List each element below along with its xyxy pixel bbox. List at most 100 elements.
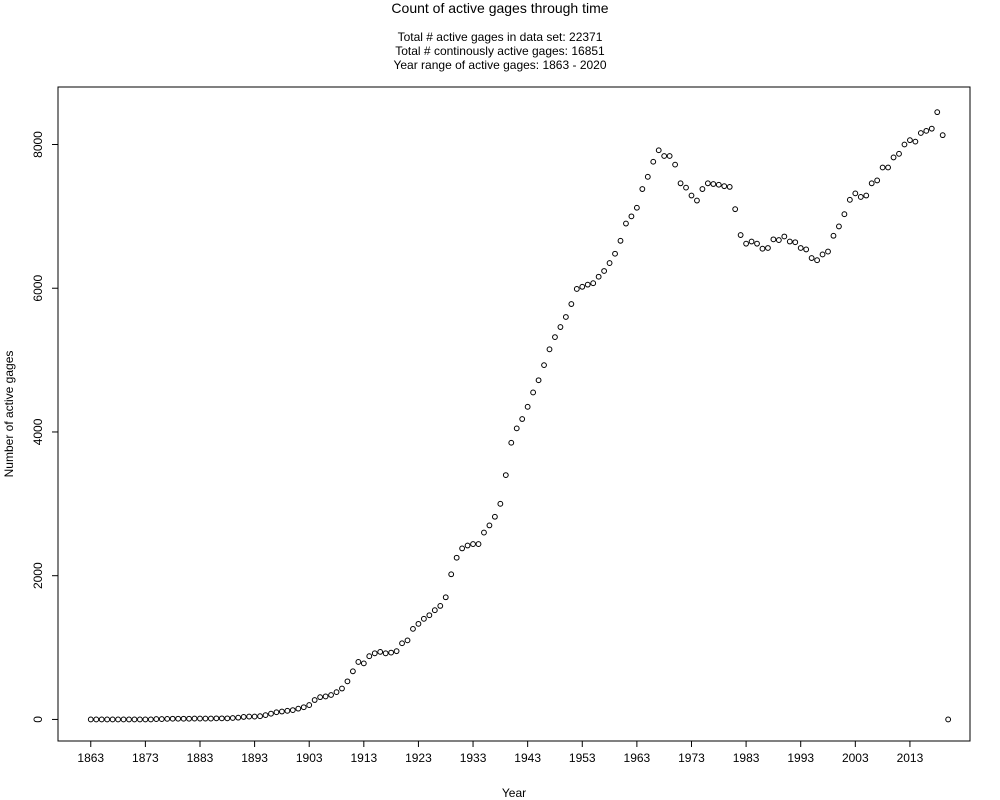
data-point [371, 650, 378, 657]
data-point [317, 694, 324, 701]
y-tick-label: 4000 [31, 418, 45, 445]
data-point [295, 705, 302, 712]
data-point [672, 161, 679, 168]
data-point [388, 649, 395, 656]
data-point [683, 184, 689, 191]
data-point [694, 197, 700, 204]
y-tick-label: 8000 [31, 131, 45, 158]
data-point [175, 715, 182, 722]
data-point [197, 715, 203, 722]
data-point [688, 192, 695, 199]
data-point [595, 273, 602, 280]
data-point [497, 500, 504, 507]
data-point [748, 238, 755, 245]
data-point [524, 403, 531, 410]
data-point [852, 190, 859, 197]
x-tick-label: 1943 [514, 751, 541, 765]
subtitle-line-2: Total # continously active gages: 16851 [395, 44, 605, 58]
data-point [590, 280, 597, 287]
data-point [137, 716, 143, 723]
data-point [781, 233, 788, 240]
x-axis-label: Year [502, 786, 526, 800]
data-point [857, 194, 864, 200]
data-point [410, 625, 416, 632]
subtitle-line-1: Total # active gages in data set: 22371 [397, 30, 603, 44]
x-tick-label: 1883 [187, 751, 214, 765]
data-point [191, 715, 198, 722]
x-tick-label: 1983 [733, 751, 760, 765]
data-point [814, 257, 820, 264]
data-point [300, 704, 307, 711]
data-point [699, 186, 706, 192]
data-point [655, 147, 662, 154]
data-point [382, 650, 389, 657]
data-point [115, 716, 121, 723]
data-point [224, 715, 231, 722]
data-point [180, 715, 187, 722]
data-point [830, 232, 837, 239]
data-point [349, 668, 356, 675]
data-point [846, 196, 853, 203]
data-point [218, 715, 225, 722]
data-point [437, 602, 444, 609]
x-tick-label: 1923 [405, 751, 432, 765]
data-point [240, 714, 247, 720]
x-tick-label: 1973 [678, 751, 705, 765]
data-point [797, 245, 804, 251]
data-point [251, 713, 258, 720]
data-point [863, 192, 870, 199]
data-point [328, 692, 334, 698]
data-point [584, 281, 591, 288]
data-point [623, 220, 629, 227]
data-point [710, 181, 717, 187]
x-tick-label: 1953 [569, 751, 596, 765]
data-point [98, 716, 105, 723]
data-point [311, 697, 318, 703]
data-point [284, 707, 291, 714]
data-point [901, 141, 908, 148]
x-tick-label: 1863 [77, 751, 104, 765]
data-point [612, 250, 618, 257]
data-point [606, 260, 613, 266]
data-point [377, 648, 384, 655]
data-point [836, 223, 842, 230]
data-point [601, 268, 608, 274]
data-point [366, 653, 373, 660]
data-point [289, 707, 296, 713]
data-point [109, 716, 116, 723]
x-tick-label: 1933 [460, 751, 487, 765]
data-point [535, 377, 542, 384]
data-point [808, 255, 815, 261]
data-point [546, 346, 553, 353]
data-point [803, 246, 810, 253]
data-point [355, 659, 362, 665]
data-point [339, 685, 345, 692]
data-points [87, 109, 952, 723]
data-point [93, 716, 100, 723]
y-tick-label: 2000 [31, 562, 45, 589]
data-point [475, 541, 482, 547]
data-point [885, 164, 891, 171]
data-point [279, 708, 285, 715]
data-point [393, 648, 400, 655]
subtitle-line-3: Year range of active gages: 1863 - 2020 [393, 58, 607, 72]
data-point [415, 620, 422, 627]
data-point [939, 132, 946, 139]
data-point [573, 286, 580, 292]
data-point [273, 709, 280, 716]
data-point [765, 245, 771, 251]
data-point [917, 130, 924, 136]
data-point [459, 545, 466, 552]
data-point [404, 637, 411, 644]
data-point [754, 240, 760, 247]
data-point [147, 716, 154, 723]
data-point [257, 713, 263, 720]
x-tick-label: 1903 [296, 751, 323, 765]
data-point [442, 594, 449, 601]
data-point [639, 186, 646, 192]
data-point [677, 180, 684, 187]
data-point [644, 173, 651, 180]
data-point [775, 237, 782, 243]
data-point [470, 541, 476, 547]
x-tick-label: 2003 [842, 751, 869, 765]
